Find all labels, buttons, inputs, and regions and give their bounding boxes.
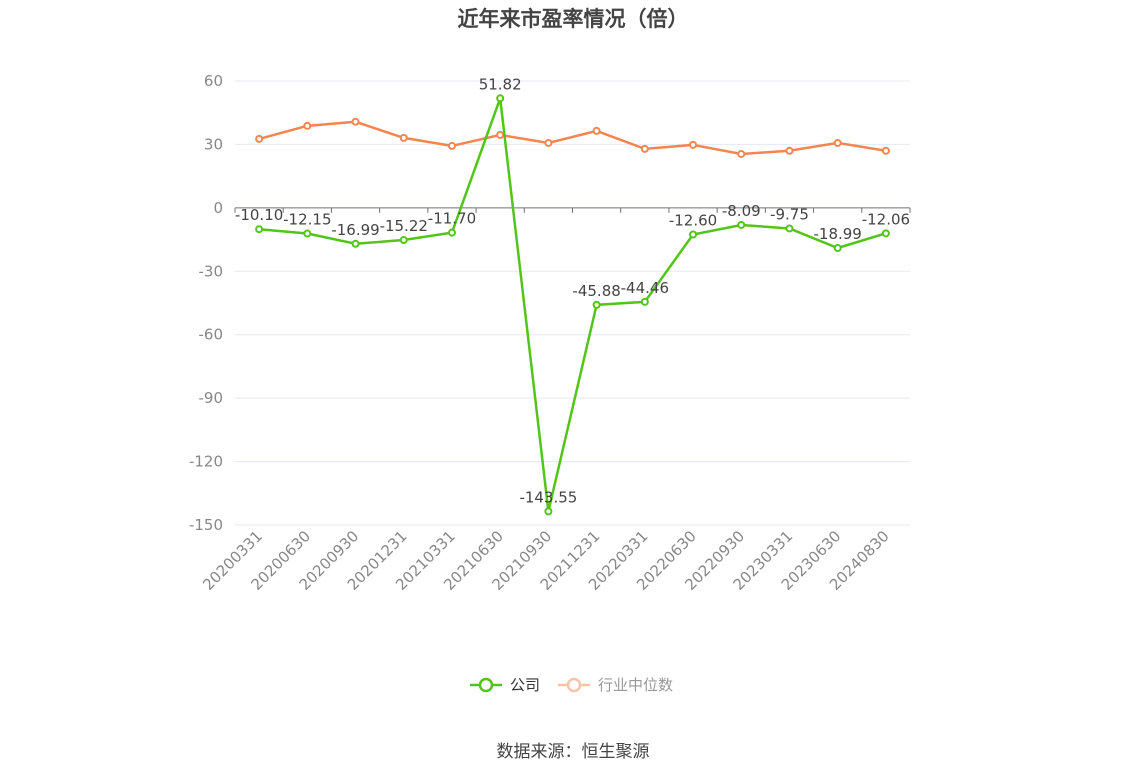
data-point xyxy=(544,507,553,516)
data-point xyxy=(881,146,890,155)
data-label: -12.60 xyxy=(669,211,717,229)
y-tick-label: 0 xyxy=(213,199,223,217)
data-point xyxy=(785,146,794,155)
data-label: -16.99 xyxy=(331,221,379,239)
data-point xyxy=(592,300,601,309)
data-point xyxy=(255,134,264,143)
data-point xyxy=(881,229,890,238)
legend-industry-circle-icon xyxy=(566,677,582,693)
data-label: -45.88 xyxy=(572,282,620,300)
data-point xyxy=(640,297,649,306)
data-label: -10.10 xyxy=(235,206,283,224)
series-line xyxy=(258,120,887,156)
data-point xyxy=(351,117,360,126)
y-tick-label: 60 xyxy=(204,72,223,90)
data-point xyxy=(640,144,649,153)
data-label: -143.55 xyxy=(519,488,577,506)
data-point xyxy=(833,138,842,147)
data-point xyxy=(689,140,698,149)
data-point xyxy=(303,229,312,238)
data-point xyxy=(496,94,505,103)
data-point xyxy=(303,121,312,130)
y-tick-label: -150 xyxy=(189,516,223,534)
y-tick-label: -60 xyxy=(199,326,224,344)
data-label: -12.06 xyxy=(862,210,910,228)
data-point xyxy=(833,244,842,253)
data-point xyxy=(447,228,456,237)
data-point xyxy=(689,230,698,239)
data-point xyxy=(737,149,746,158)
data-point xyxy=(544,138,553,147)
source-note: 数据来源：恒生聚源 xyxy=(497,742,650,762)
y-tick-label: -120 xyxy=(189,453,223,471)
y-tick-label: 30 xyxy=(204,135,223,153)
data-point xyxy=(399,133,408,142)
data-label: -12.15 xyxy=(283,211,331,229)
y-tick-label: -30 xyxy=(199,262,224,280)
legend-industry-label: 行业中位数 xyxy=(598,676,673,694)
data-point xyxy=(255,225,264,234)
series-line xyxy=(258,97,887,512)
legend-company-label: 公司 xyxy=(510,676,540,694)
legend-company-circle-icon xyxy=(478,677,494,693)
chart-title: 近年来市盈率情况（倍） xyxy=(458,7,689,31)
data-point xyxy=(737,220,746,229)
data-label: -44.46 xyxy=(621,279,669,297)
data-label: -15.22 xyxy=(380,217,428,235)
data-point xyxy=(496,130,505,139)
y-tick-label: -90 xyxy=(199,389,224,407)
data-label: 51.82 xyxy=(479,75,522,93)
data-point xyxy=(399,236,408,245)
data-point xyxy=(592,126,601,135)
data-point xyxy=(351,239,360,248)
data-label: -8.09 xyxy=(722,202,761,220)
data-point xyxy=(785,224,794,233)
data-point xyxy=(447,141,456,150)
data-label: -11.70 xyxy=(428,210,476,228)
data-label: -9.75 xyxy=(770,205,809,223)
data-label: -18.99 xyxy=(813,225,861,243)
